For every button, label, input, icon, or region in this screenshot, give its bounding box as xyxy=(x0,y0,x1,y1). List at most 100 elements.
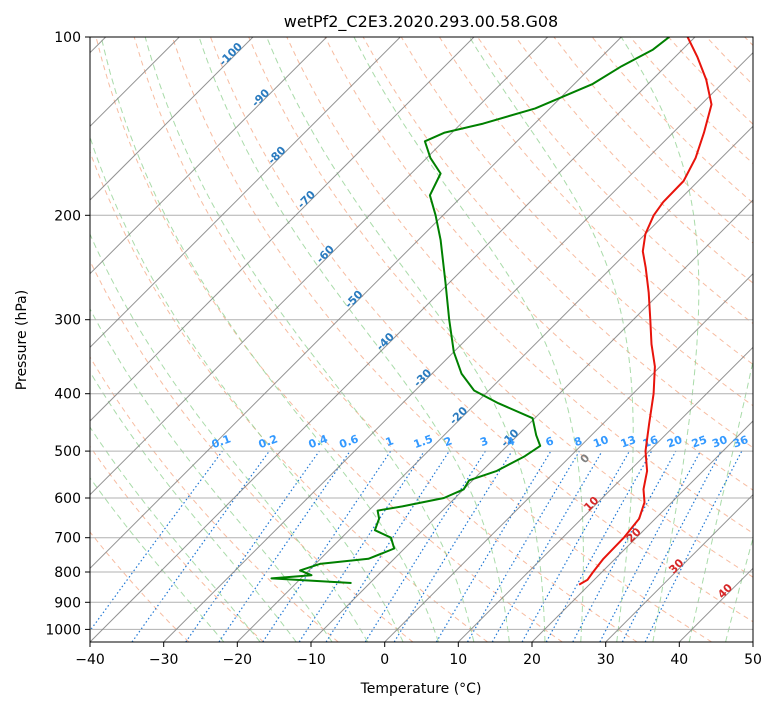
moist-adiabat xyxy=(90,426,261,642)
plot-frame xyxy=(89,36,754,643)
mixing-ratio-label: 2 xyxy=(442,434,454,449)
moist-adiabat xyxy=(620,37,700,642)
moist-adiabat xyxy=(198,37,510,642)
dry-adiabat xyxy=(90,445,264,642)
x-tick-label: −20 xyxy=(223,652,253,668)
isotherm-line xyxy=(90,37,328,275)
mixing-ratio-label: 1 xyxy=(384,434,396,449)
moist-adiabat xyxy=(90,308,333,642)
moist-adiabat xyxy=(100,37,439,642)
isotherm-line xyxy=(310,199,753,642)
mixing-ratio-line xyxy=(325,450,450,642)
mixing-ratio-line xyxy=(545,450,653,642)
mixing-ratio-label: 8 xyxy=(572,434,584,449)
mixing-ratio-label: 13 xyxy=(619,433,638,450)
mixing-ratio-line xyxy=(131,450,270,642)
y-tick-label: 400 xyxy=(54,387,81,403)
dry-adiabat xyxy=(438,37,753,366)
isotherm-line xyxy=(457,346,753,642)
isotherm-line xyxy=(384,272,753,642)
mixing-ratio-line xyxy=(262,450,392,642)
moist-adiabat xyxy=(90,232,369,642)
x-tick-label: 20 xyxy=(523,652,541,668)
x-tick-label: −40 xyxy=(75,652,105,668)
isotherm-line xyxy=(605,493,753,642)
mixing-ratio-label: 30 xyxy=(710,433,729,451)
mixing-ratio-label: 0.2 xyxy=(257,432,280,451)
dry-adiabat xyxy=(400,37,753,407)
mixing-ratio-line xyxy=(393,450,513,642)
moist-adiabat xyxy=(353,37,584,642)
isotherm-line xyxy=(531,420,753,642)
mixing-ratio-label: 20 xyxy=(665,433,684,451)
isotherm-line xyxy=(90,37,401,349)
isotherm-line xyxy=(90,37,696,642)
moist-adiabat xyxy=(90,135,404,642)
dry-adiabat xyxy=(515,37,753,284)
dry-adiabat xyxy=(90,531,190,642)
dewpoint-profile xyxy=(270,37,670,584)
y-axis-label: Pressure (hPa) xyxy=(14,290,30,390)
mixing-ratio-line xyxy=(644,450,743,642)
isotherm-line xyxy=(163,51,753,642)
x-tick-label: 30 xyxy=(597,652,615,668)
mixing-ratio-line xyxy=(298,450,425,642)
moist-adiabat xyxy=(266,37,546,642)
mixing-ratio-line xyxy=(572,450,677,642)
mixing-ratio-label: 1.5 xyxy=(412,432,435,451)
y-tick-label: 900 xyxy=(54,595,81,611)
temperature-profile xyxy=(578,37,713,586)
y-tick-label: 100 xyxy=(54,30,81,46)
isotherm-line xyxy=(90,37,622,570)
background-lines xyxy=(90,37,753,642)
mixing-ratio-line xyxy=(521,450,631,642)
moist-adiabat xyxy=(90,370,297,642)
mixing-ratio-label: 0.1 xyxy=(210,432,233,451)
x-axis: −40 −30 −20 −10 0 10 20 30 40 50 xyxy=(75,642,762,668)
y-tick-label: 500 xyxy=(54,444,81,460)
dry-adiabat xyxy=(171,37,712,642)
y-tick-label: 300 xyxy=(54,313,81,329)
isotherm-line xyxy=(90,37,254,201)
moist-adiabat xyxy=(144,37,475,642)
profile-lines xyxy=(270,37,713,586)
x-tick-label: −10 xyxy=(296,652,326,668)
grid-lines xyxy=(90,37,753,642)
moist-adiabat xyxy=(688,358,753,642)
x-tick-label: 10 xyxy=(449,652,467,668)
mixing-ratio-label: 25 xyxy=(690,433,709,450)
mixing-ratio-line xyxy=(90,450,223,632)
dry-adiabat xyxy=(210,37,753,623)
mixing-ratio-label: 0.6 xyxy=(338,432,361,451)
moist-adiabat xyxy=(90,476,225,642)
mixing-ratio-label: 36 xyxy=(731,433,750,451)
moist-adiabat xyxy=(725,536,753,642)
x-tick-label: 0 xyxy=(380,652,389,668)
y-axis: 100 200 300 400 500 600 700 800 900 1000 xyxy=(45,30,90,638)
isotherm-line xyxy=(90,37,475,422)
mixing-ratio-label: 10 xyxy=(591,433,610,451)
mixing-ratio-label: 3 xyxy=(478,434,490,449)
x-tick-label: −30 xyxy=(149,652,179,668)
dry-adiabat xyxy=(90,150,488,642)
dry-adiabat xyxy=(90,356,339,642)
chart-title: wetPf2_C2E3.2020.293.00.58.G08 xyxy=(284,12,558,32)
y-tick-label: 800 xyxy=(54,565,81,581)
isotherm-line xyxy=(90,37,549,496)
y-tick-label: 700 xyxy=(54,531,81,547)
mixing-ratio-label: 0.4 xyxy=(307,432,330,451)
x-axis-label: Temperature (°C) xyxy=(360,681,482,697)
mixing-ratio-label: 4 xyxy=(505,434,517,449)
x-tick-label: 50 xyxy=(744,652,762,668)
dry-adiabat xyxy=(248,37,753,578)
mixing-ratio-label: 6 xyxy=(544,434,556,449)
isotherm-line xyxy=(236,125,753,642)
y-tick-label: 200 xyxy=(54,208,81,224)
x-tick-label: 40 xyxy=(670,652,688,668)
dry-adiabat xyxy=(95,37,563,642)
dry-adiabat xyxy=(133,37,638,642)
y-tick-label: 1000 xyxy=(45,622,81,638)
